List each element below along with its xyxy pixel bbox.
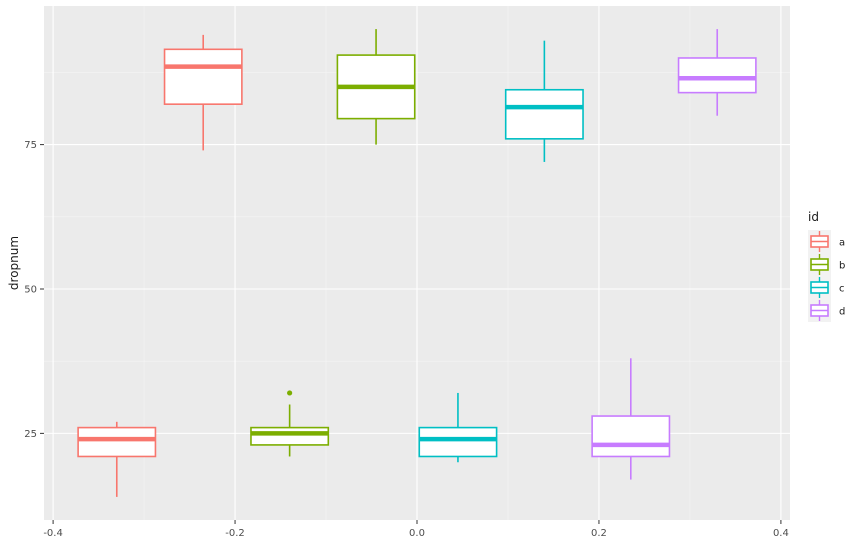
legend-label: c [839, 284, 845, 295]
x-tick-label: -0.4 [43, 528, 63, 539]
outlier-point [287, 390, 293, 396]
y-tick-label: 50 [24, 284, 37, 295]
box-b [336, 29, 416, 145]
box-body [163, 48, 243, 105]
legend-title: id [808, 210, 819, 224]
box-body [591, 415, 671, 458]
legend-item-d: d [808, 299, 845, 322]
box-body [250, 426, 330, 446]
y-tick-label: 25 [24, 429, 37, 440]
box-d [677, 29, 757, 116]
box-b [250, 390, 330, 457]
y-axis-title: dropnum [7, 236, 21, 290]
x-tick-label: 0.4 [773, 528, 789, 539]
box-series [77, 29, 757, 497]
legend: id a b c d [808, 210, 845, 322]
x-tick-label: 0.0 [409, 528, 425, 539]
box-c [418, 392, 498, 463]
box-c [504, 40, 584, 162]
x-axis: -0.4 -0.2 0.0 0.2 0.4 [43, 520, 789, 539]
x-tick-label: 0.2 [591, 528, 607, 539]
legend-item-b: b [808, 253, 845, 276]
y-axis: 25 50 75 [24, 140, 44, 440]
box-body [77, 426, 157, 458]
box-body [504, 88, 584, 140]
box-d [591, 358, 671, 480]
legend-label: d [839, 307, 845, 318]
box-a [77, 421, 157, 497]
legend-label: a [839, 238, 845, 249]
box-body [418, 426, 498, 458]
x-tick-label: -0.2 [225, 528, 245, 539]
box-a [163, 34, 243, 151]
legend-item-c: c [808, 276, 845, 299]
box-body [677, 57, 757, 94]
legend-item-a: a [808, 230, 845, 253]
y-tick-label: 75 [24, 140, 37, 151]
legend-label: b [839, 261, 845, 272]
